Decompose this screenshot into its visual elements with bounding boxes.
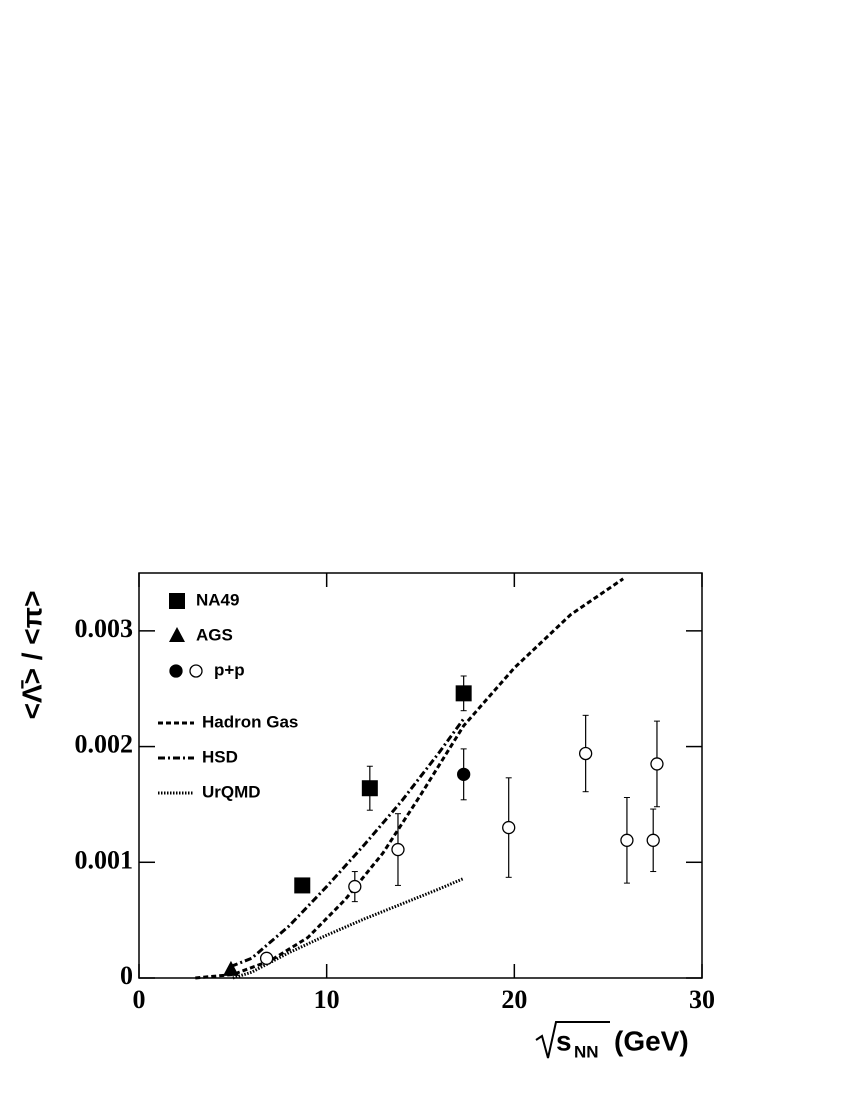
marker-open-circle: [502, 820, 516, 835]
x-tick-label: 20: [501, 985, 527, 1014]
marker-open-circle: [620, 833, 634, 847]
marker-square: [361, 780, 378, 797]
curve: [230, 717, 465, 968]
legend-label: AGS: [196, 625, 233, 644]
legend-label: Hadron Gas: [202, 712, 298, 731]
curve: [195, 577, 625, 980]
marker-open-circle: [348, 879, 362, 894]
marker-square: [169, 593, 185, 609]
x-tick-label: 10: [314, 985, 340, 1014]
curve: [232, 877, 465, 980]
x-axis-label-unit: (GeV): [614, 1025, 689, 1056]
y-axis-label: <Λ̄> / <π>: [16, 591, 47, 720]
y-tick-label: 0.003: [75, 614, 134, 643]
marker-filled-circle: [169, 664, 183, 678]
marker-triangle: [222, 960, 239, 976]
marker-open-circle: [650, 757, 664, 771]
plot-frame: [138, 572, 703, 979]
marker-open-circle: [259, 951, 274, 965]
legend-label: p+p: [214, 660, 245, 679]
marker-filled-circle: [457, 767, 471, 781]
legend-label: UrQMD: [202, 782, 261, 801]
y-tick-label: 0: [120, 961, 133, 990]
x-tick-label: 30: [689, 985, 715, 1014]
y-tick-label: 0.002: [75, 730, 134, 759]
x-axis-label-sub: NN: [574, 1042, 599, 1061]
marker-open-circle: [646, 833, 660, 847]
x-tick-label: 0: [133, 985, 146, 1014]
marker-open-circle: [391, 842, 405, 857]
marker-open-circle: [578, 746, 593, 761]
marker-square: [455, 685, 472, 702]
x-axis-label: s: [556, 1025, 572, 1056]
marker-triangle: [169, 627, 185, 642]
y-tick-label: 0.001: [75, 845, 134, 874]
radical-sign: [535, 1021, 610, 1059]
legend-label: HSD: [202, 747, 238, 766]
legend-label: NA49: [196, 590, 239, 609]
marker-square: [294, 877, 311, 894]
marker-open-circle: [189, 664, 203, 678]
